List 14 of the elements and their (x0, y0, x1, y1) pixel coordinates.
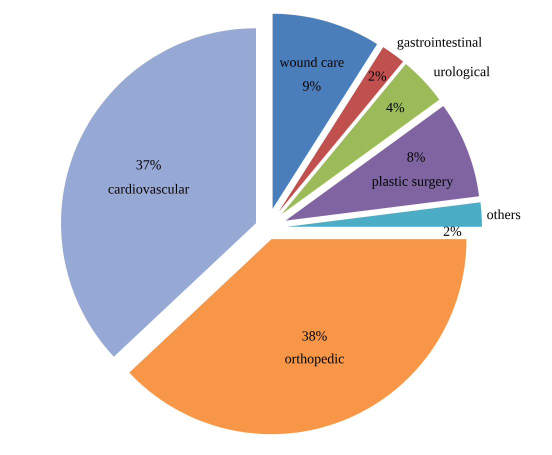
slice-label: others (487, 209, 520, 220)
data-label: 9% (302, 81, 321, 91)
data-label: 2% (444, 226, 462, 236)
data-label: 4% (386, 102, 404, 112)
slice-label: cardiovascular (108, 184, 190, 194)
data-label: 8% (407, 152, 425, 162)
data-label: 38% (302, 331, 327, 341)
slice-label: urological (434, 66, 490, 80)
slice-label: orthopedic (285, 354, 344, 366)
slice-label: wound care (279, 57, 344, 67)
data-label: 2% (368, 71, 386, 81)
data-label: 37% (136, 160, 161, 170)
slice-label: gastrointestinal (397, 36, 482, 50)
slice-label: plastic surgery (372, 176, 454, 189)
